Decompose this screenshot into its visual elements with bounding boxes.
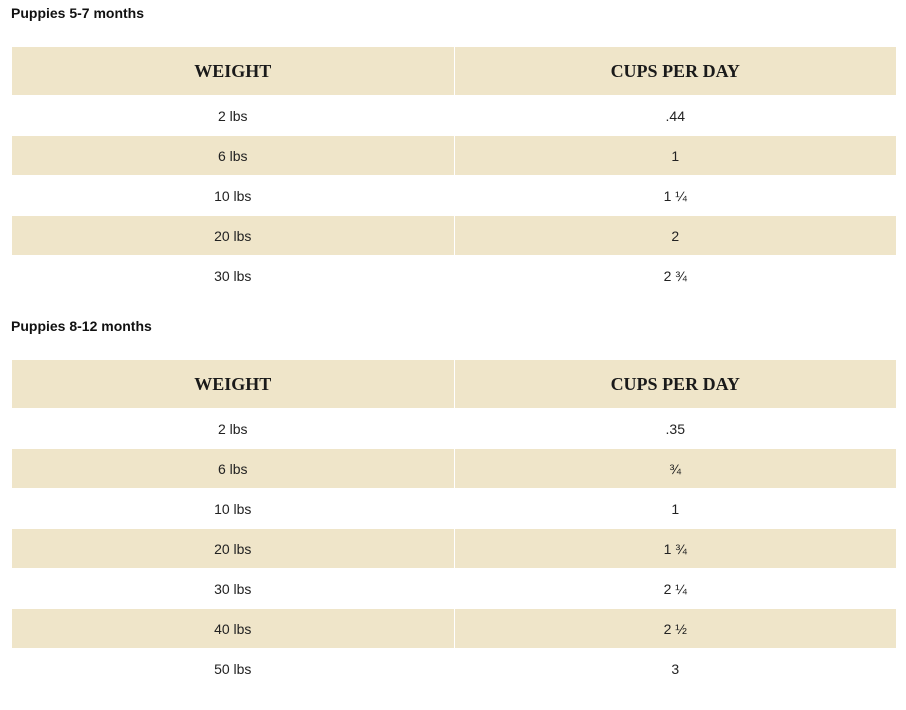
table-cell: 3	[453, 648, 897, 689]
table-cell: 6 lbs	[11, 448, 455, 489]
table-cell: .35	[453, 408, 897, 449]
table-cell: 1	[453, 488, 897, 529]
header-cell: WEIGHT	[11, 359, 455, 409]
table-cell: 2 ¾	[453, 255, 897, 296]
table-cell: 1 ¾	[453, 528, 897, 569]
table-row: 50 lbs 3	[11, 648, 897, 689]
table-row: 2 lbs .44	[11, 95, 897, 136]
table-row: 10 lbs 1 ¼	[11, 175, 897, 216]
feeding-table: WEIGHT CUPS PER DAY 2 lbs .35 6 lbs ¾ 10 lbs 1 2…	[11, 359, 897, 689]
table-cell: 20 lbs	[11, 215, 455, 256]
section-title: Puppies 8-12 months	[11, 318, 152, 334]
table-cell: 1	[453, 135, 897, 176]
table-row: 2 lbs .35	[11, 408, 897, 449]
header-cell: WEIGHT	[11, 46, 455, 96]
table-cell: 30 lbs	[11, 568, 455, 609]
table-cell: 2 lbs	[11, 408, 455, 449]
table-cell: 6 lbs	[11, 135, 455, 176]
table-cell: 10 lbs	[11, 175, 455, 216]
table-row: 6 lbs 1	[11, 135, 897, 176]
table-row: 6 lbs ¾	[11, 448, 897, 489]
table-cell: 1 ¼	[453, 175, 897, 216]
table-row: 30 lbs 2 ¼	[11, 568, 897, 609]
feeding-table: WEIGHT CUPS PER DAY 2 lbs .44 6 lbs 1 10 lbs 1 …	[11, 46, 897, 296]
table-cell: 10 lbs	[11, 488, 455, 529]
table-cell: 2 ¼	[453, 568, 897, 609]
header-cell: CUPS PER DAY	[453, 359, 897, 409]
table-cell: 30 lbs	[11, 255, 455, 296]
table-cell: 20 lbs	[11, 528, 455, 569]
table-cell: 2 ½	[453, 608, 897, 649]
table-cell: ¾	[453, 448, 897, 489]
table-row: 30 lbs 2 ¾	[11, 255, 897, 296]
header-row: WEIGHT CUPS PER DAY	[11, 359, 897, 409]
table-row: 20 lbs 1 ¾	[11, 528, 897, 569]
table-row: 40 lbs 2 ½	[11, 608, 897, 649]
table-cell: .44	[453, 95, 897, 136]
section-title: Puppies 5-7 months	[11, 5, 145, 21]
table-cell: 2	[453, 215, 897, 256]
table-cell: 40 lbs	[11, 608, 455, 649]
header-row: WEIGHT CUPS PER DAY	[11, 46, 897, 96]
header-cell: CUPS PER DAY	[453, 46, 897, 96]
table-cell: 2 lbs	[11, 95, 455, 136]
table-row: 20 lbs 2	[11, 215, 897, 256]
table-row: 10 lbs 1	[11, 488, 897, 529]
table-cell: 50 lbs	[11, 648, 455, 689]
